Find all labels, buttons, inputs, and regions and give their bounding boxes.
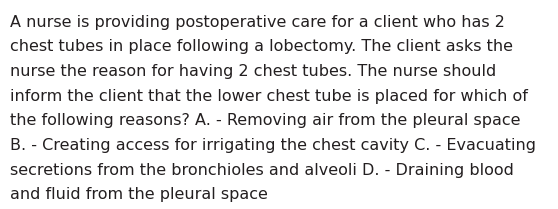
Text: chest tubes in place following a lobectomy. The client asks the: chest tubes in place following a lobecto… [10, 39, 513, 54]
Text: and fluid from the pleural space: and fluid from the pleural space [10, 187, 268, 202]
Text: secretions from the bronchioles and alveoli D. - Draining blood: secretions from the bronchioles and alve… [10, 163, 514, 178]
Text: inform the client that the lower chest tube is placed for which of: inform the client that the lower chest t… [10, 89, 528, 104]
Text: the following reasons? A. - Removing air from the pleural space: the following reasons? A. - Removing air… [10, 113, 521, 128]
Text: B. - Creating access for irrigating the chest cavity C. - Evacuating: B. - Creating access for irrigating the … [10, 138, 536, 153]
Text: A nurse is providing postoperative care for a client who has 2: A nurse is providing postoperative care … [10, 15, 505, 30]
Text: nurse the reason for having 2 chest tubes. The nurse should: nurse the reason for having 2 chest tube… [10, 64, 496, 79]
